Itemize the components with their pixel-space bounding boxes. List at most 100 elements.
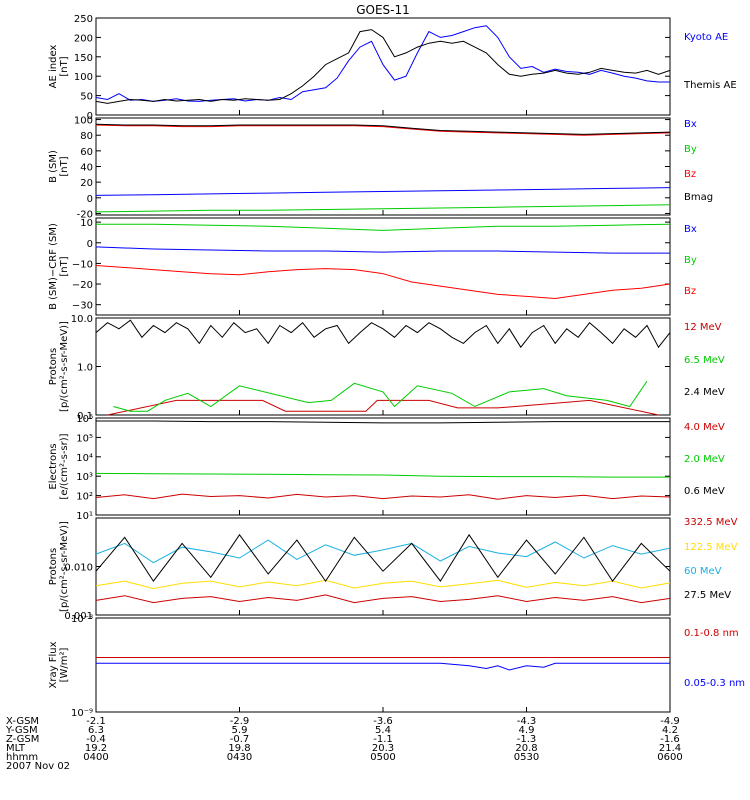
series-line [95,533,671,582]
legend-entry: 2.4 MeV [684,387,725,398]
x-axis-value: 0530 [514,752,539,763]
y-tick-label: 0 [87,239,93,250]
x-axis-value: 20.3 [372,743,394,754]
x-axis-value: 0600 [657,752,682,763]
y-axis-label: Xray Flux [48,641,59,688]
y-tick-label: 10 [80,218,93,229]
x-axis-value: -0.7 [230,734,250,745]
series-line [95,25,670,102]
x-axis-value: 0500 [370,752,395,763]
legend-entry: Bz [684,169,696,180]
series-line [95,124,671,136]
x-axis-value: -1.1 [373,734,393,745]
legend-entry: By [684,255,697,266]
y-axis-label: [nT] [59,56,70,76]
x-row-label: X-GSM [6,716,39,727]
series-line [95,123,671,135]
legend-entry: Themis AE [683,80,737,91]
series-line [95,472,670,478]
series-line [95,246,670,254]
y-tick-label: 10⁻⁸ [71,614,93,625]
x-axis-value: -4.9 [660,716,680,727]
x-axis-value: 19.2 [85,743,107,754]
y-axis-label: Protons [48,348,59,385]
x-axis-value: -2.1 [86,716,106,727]
x-axis-value: 5.4 [375,725,391,736]
y-tick-label: 0 [87,194,93,205]
y-axis-label: [W/m²] [59,647,70,682]
y-tick-label: 80 [80,131,93,142]
legend-entry: 0.1-0.8 nm [684,628,739,639]
y-tick-label: 10¹ [76,511,93,522]
y-axis-label: [nT] [59,156,70,176]
legend-entry: 332.5 MeV [684,517,738,528]
series-line [95,204,671,213]
x-row-label: hhmm [6,752,38,763]
x-axis-value: 4.9 [519,725,535,736]
legend-entry: Kyoto AE [684,32,728,43]
legend-entry: Bx [684,119,697,130]
y-tick-label: 100 [74,72,93,83]
x-axis-value: 21.4 [659,743,681,754]
series-line [96,223,671,231]
x-row-label: 2007 Nov 02 [6,761,70,772]
x-row-label: MLT [6,743,26,754]
series-line [95,579,671,590]
y-tick-label: 10⁶ [76,414,93,425]
legend-entry: By [684,144,697,155]
y-axis-label: Electrons [48,443,59,489]
legend-entry: Bx [684,224,697,235]
legend-entry: 0.6 MeV [684,486,725,497]
y-tick-label: 50 [80,92,93,103]
y-axis-label: B (SM)−CRF (SM) [48,223,59,310]
series-line [95,539,671,564]
y-tick-label: 10⁵ [76,433,93,444]
y-tick-label: 10.0 [71,314,93,325]
legend-entry: Bmag [684,192,713,203]
panel-frame [95,617,671,713]
legend-entry: 4.0 MeV [684,422,725,433]
y-tick-label: 20 [80,178,93,189]
y-tick-label: 40 [80,163,93,174]
y-tick-label: 150 [74,53,93,64]
legend-entry: 60 MeV [684,566,722,577]
series-line [95,594,671,604]
y-axis-label: Protons [48,548,59,585]
series-line [96,662,670,671]
legend-entry: 0.05-0.3 nm [684,678,745,689]
y-axis-label: [p/(cm²-s-sr-MeV)] [59,521,70,612]
x-axis-value: 0430 [227,752,252,763]
x-axis-value: 0400 [83,752,108,763]
legend-entry: Bz [684,286,696,297]
y-tick-label: 0.1 [77,411,93,422]
series-line [95,265,671,300]
x-axis-value: 19.8 [228,743,250,754]
x-axis-value: -4.3 [517,716,537,727]
y-tick-label: 10⁴ [76,453,93,464]
y-tick-label: 10² [76,492,93,503]
legend-entry: 27.5 MeV [684,590,731,601]
y-tick-label: 1.0 [77,363,93,374]
y-tick-label: −30 [72,301,93,312]
series-line [95,29,671,104]
legend-entry: 122.5 MeV [684,542,738,553]
y-axis-label: AE index [48,45,59,89]
panel-frame [95,217,671,316]
legend-entry: 12 MeV [684,322,722,333]
series-line [107,399,659,416]
y-axis-label: [nT] [59,256,70,276]
x-row-label: Z-GSM [6,734,39,745]
legend-entry: 2.0 MeV [684,454,725,465]
series-line [95,187,671,196]
x-row-label: Y-GSM [5,725,38,736]
x-axis-value: -0.4 [86,734,106,745]
y-tick-label: 0 [87,111,93,122]
y-tick-label: 200 [74,33,93,44]
y-axis-label: B (SM) [48,150,59,183]
series-line [96,420,670,424]
legend-entry: 6.5 MeV [684,355,725,366]
y-axis-label: [e/(cm²-s-sr)] [59,433,70,499]
y-tick-label: 0.001 [64,611,93,622]
chart-title: GOES-11 [356,3,410,17]
